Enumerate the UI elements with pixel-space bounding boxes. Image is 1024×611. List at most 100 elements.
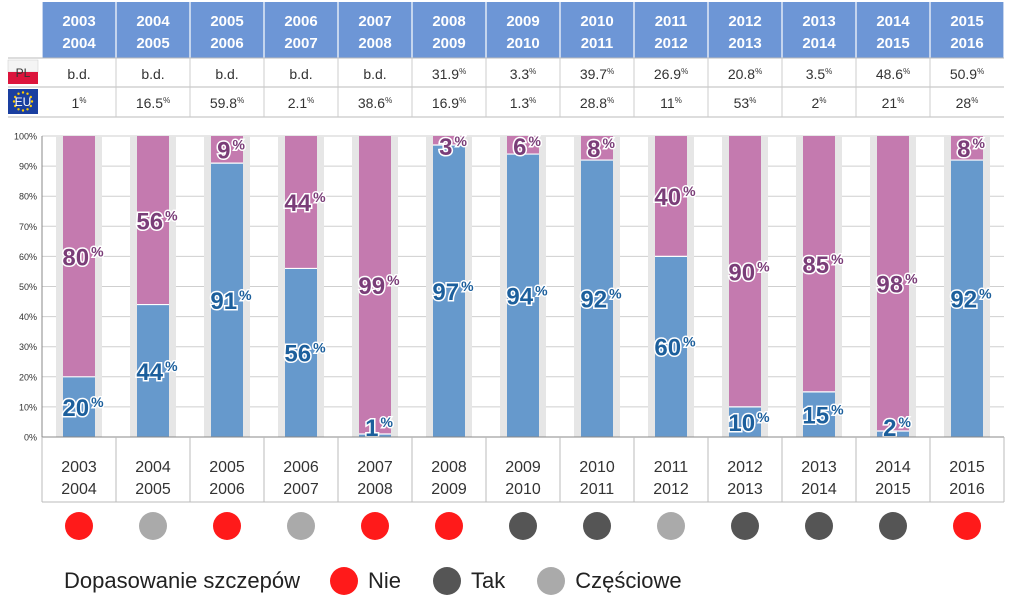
bar-label-tak: 92% [580, 286, 622, 314]
bar-label-nie: 40% [654, 183, 696, 211]
pl-label: PL [16, 66, 31, 80]
x-tick-label-top: 2009 [505, 459, 541, 476]
eu-value: 1% [72, 95, 87, 111]
bar-nie-segment [655, 136, 687, 257]
status-dot-tak [879, 512, 907, 540]
eu-value: 28% [956, 95, 979, 111]
header-season-top: 2003 [62, 13, 95, 30]
y-tick-label: 90% [19, 162, 37, 172]
bar-nie-segment [951, 136, 983, 161]
eu-value: 16.5% [136, 95, 170, 111]
header-season-top: 2006 [284, 13, 317, 30]
status-dot-tak [583, 512, 611, 540]
eu-value: 2% [812, 95, 827, 111]
x-tick-label-bottom: 2004 [61, 481, 97, 498]
status-dot-nie [65, 512, 93, 540]
header-season-bottom: 2015 [876, 35, 909, 52]
legend-label-czesciowe: Częściowe [575, 568, 682, 593]
season-header-band [42, 2, 1004, 58]
legend-dot-tak [433, 567, 462, 595]
bar-nie-segment [359, 136, 391, 434]
bar-tak-segment [63, 376, 95, 437]
bar-tak-segment [211, 163, 243, 437]
bar-label-nie: 99% [358, 272, 400, 300]
pl-value: b.d. [141, 66, 164, 82]
y-tick-label: 100% [14, 132, 37, 142]
x-tick-label-bottom: 2014 [801, 481, 837, 498]
bar-label-nie: 90% [728, 258, 770, 286]
legend-item-tak: Tak [433, 567, 505, 595]
bar-label-tak: 2% [883, 414, 911, 442]
x-tick-label-top: 2006 [283, 459, 319, 476]
eu-value: 11% [660, 95, 682, 111]
x-tick-label-bottom: 2015 [875, 481, 911, 498]
pl-value: b.d. [67, 66, 90, 82]
bar-tak-segment [655, 256, 687, 437]
pl-value: b.d. [363, 66, 386, 82]
header-season-bottom: 2010 [506, 35, 539, 52]
status-dot-nie [213, 512, 241, 540]
status-dot-czesciowe [287, 512, 315, 540]
bar-nie-segment [63, 136, 95, 377]
legend-title: Dopasowanie szczepów [64, 568, 301, 593]
x-tick-label-bottom: 2012 [653, 481, 689, 498]
bar-label-nie: 44% [284, 189, 326, 217]
bar-nie-segment [877, 136, 909, 431]
header-season-top: 2004 [136, 13, 170, 30]
bar-label-nie: 85% [802, 251, 844, 279]
pl-value: 3.5% [806, 66, 833, 82]
bar-label-tak: 1% [365, 414, 393, 442]
eu-value: 59.8% [210, 95, 244, 111]
x-tick-label-top: 2003 [61, 459, 97, 476]
bar-nie-segment [729, 136, 761, 407]
eu-star-icon [14, 95, 17, 99]
header-season-bottom: 2011 [581, 35, 614, 52]
x-tick-label-bottom: 2016 [949, 481, 985, 498]
pl-flag-red [8, 72, 38, 84]
legend-dot-nie [330, 567, 359, 595]
x-tick-label-top: 2011 [654, 459, 689, 476]
eu-star-icon [26, 92, 29, 95]
y-tick-label: 50% [19, 282, 37, 292]
bar-nie-segment [507, 136, 539, 155]
bar-tak-segment [581, 160, 613, 437]
pl-value: 48.6% [876, 66, 910, 82]
bar-tak-segment [359, 433, 391, 437]
bar-label-nie: 56% [136, 207, 178, 235]
bar-tak-segment [137, 304, 169, 437]
bar-label-nie: 98% [876, 270, 918, 298]
header-season-top: 2014 [876, 13, 910, 30]
status-dot-tak [509, 512, 537, 540]
bar-label-tak: 94% [506, 283, 548, 311]
eu-star-icon [21, 91, 25, 94]
bar-tak-segment [433, 145, 465, 437]
x-tick-label-top: 2007 [357, 459, 393, 476]
y-tick-label: 40% [19, 312, 37, 322]
header-season-bottom: 2005 [136, 35, 169, 52]
header-season-bottom: 2006 [210, 35, 243, 52]
eu-star-icon [12, 100, 16, 103]
legend-label-nie: Nie [368, 568, 402, 593]
x-tick-label-top: 2015 [949, 459, 985, 476]
x-tick-label-bottom: 2008 [357, 481, 393, 498]
bar-label-tak: 97% [432, 278, 474, 306]
x-tick-label-bottom: 2006 [209, 481, 245, 498]
eu-label: EU [15, 95, 32, 109]
header-season-top: 2005 [210, 13, 243, 30]
header-season-top: 2009 [506, 13, 539, 30]
status-dot-nie [953, 512, 981, 540]
pl-value: 39.7% [580, 66, 614, 82]
eu-value: 38.6% [358, 95, 392, 111]
legend-item-czesciowe: Częściowe [537, 567, 682, 595]
x-tick-label-top: 2010 [579, 459, 615, 476]
bar-tak-segment [877, 430, 909, 437]
x-tick-label-top: 2013 [801, 459, 837, 476]
status-dot-czesciowe [139, 512, 167, 540]
bar-label-tak: 92% [950, 286, 992, 314]
x-tick-label-bottom: 2009 [431, 481, 467, 498]
y-tick-label: 10% [19, 402, 37, 412]
bar-nie-segment [285, 136, 317, 269]
header-season-top: 2013 [802, 13, 835, 30]
bar-tak-segment [729, 406, 761, 437]
header-season-bottom: 2009 [432, 35, 465, 52]
